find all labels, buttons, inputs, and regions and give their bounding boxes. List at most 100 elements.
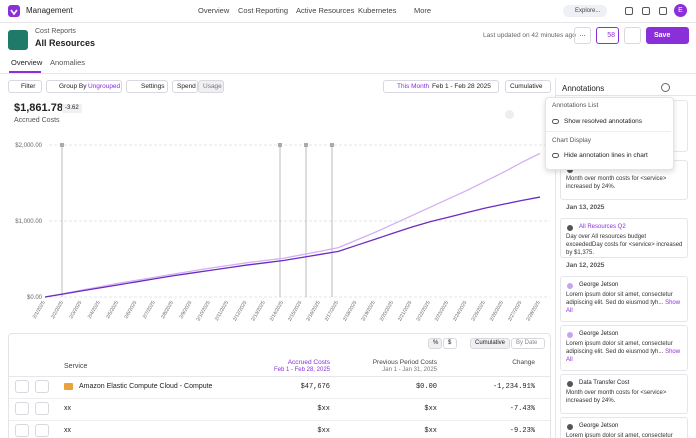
group-value[interactable]: Ungrouped — [88, 83, 121, 90]
row-divider — [9, 398, 550, 399]
card-icon — [567, 424, 573, 430]
table-box — [8, 333, 551, 438]
tab[interactable]: Overview — [11, 58, 43, 67]
mode-btn[interactable]: Cumulative — [505, 80, 551, 93]
row-action[interactable] — [35, 380, 49, 393]
row-divider — [9, 376, 550, 377]
card-icon — [567, 283, 573, 289]
x-tick-label: 2/1/2025 — [32, 300, 47, 320]
unit-toggle[interactable]: % — [428, 338, 442, 349]
menu-item[interactable]: Hide annotation lines in chart — [564, 152, 648, 159]
col-header[interactable]: Change — [512, 359, 535, 366]
download-btn[interactable] — [624, 27, 641, 44]
chart-type-icon[interactable] — [521, 110, 530, 119]
card[interactable] — [560, 218, 688, 258]
menu-icon — [552, 119, 559, 124]
brand[interactable]: Management — [26, 6, 73, 15]
card-title: George Jetson — [579, 331, 619, 337]
col-header[interactable]: Service — [64, 363, 88, 370]
nav-link[interactable]: Cost Reporting — [238, 6, 289, 15]
nav-link[interactable]: Kubernetes — [358, 6, 397, 15]
gear-btn[interactable] — [661, 83, 670, 92]
card-menu[interactable] — [678, 223, 684, 230]
card-menu[interactable] — [678, 422, 684, 429]
nav-link[interactable]: Active Resources — [296, 6, 355, 15]
tabs-border — [0, 73, 696, 74]
card-body: Day over All resources budget exceededDa… — [566, 234, 683, 256]
filter-btn[interactable]: Filter — [8, 80, 42, 93]
x-tick-label: 2/23/2025 — [434, 300, 450, 322]
cell: $47,676 — [300, 383, 330, 391]
x-tick-label: 2/4/2025 — [87, 300, 102, 320]
x-tick-label: 2/3/2025 — [68, 300, 83, 320]
x-tick-label: 2/15/2025 — [287, 300, 303, 322]
view-toggle[interactable]: By Date — [511, 338, 545, 349]
settings-btn[interactable]: Settings — [126, 80, 168, 93]
row-action[interactable] — [15, 424, 29, 437]
chart-type-icon[interactable] — [489, 110, 498, 119]
x-tick-label: 2/12/2025 — [232, 300, 248, 322]
panel-title: Annotations — [562, 84, 605, 93]
x-tick-label: 2/2/2025 — [50, 300, 65, 320]
avatar[interactable]: E — [674, 4, 687, 17]
nav-icon[interactable] — [642, 7, 650, 15]
card[interactable] — [560, 325, 688, 371]
col-header[interactable]: Accrued Costs — [287, 359, 330, 366]
row-action[interactable] — [15, 380, 29, 393]
more-btn[interactable]: ... — [574, 27, 591, 44]
breadcrumb[interactable]: Cost Reports — [35, 28, 76, 35]
menu-item[interactable]: Show resolved annotations — [564, 118, 643, 125]
card[interactable] — [560, 417, 688, 438]
card-icon — [567, 332, 573, 338]
logo[interactable] — [8, 5, 20, 17]
show-all-link[interactable]: Show All — [566, 300, 681, 314]
group-by-btn[interactable]: Group By — [46, 80, 122, 93]
cell: $xx — [317, 427, 330, 435]
cell: $xx — [424, 427, 437, 435]
nav-icon[interactable] — [625, 7, 633, 15]
card-menu[interactable] — [678, 165, 684, 172]
card-menu[interactable] — [678, 379, 684, 386]
x-tick-label: 2/18/2025 — [342, 300, 358, 322]
tab[interactable]: Anomalies — [50, 58, 86, 67]
spend-toggle[interactable]: Spend — [172, 80, 198, 93]
unit-toggle[interactable]: $ — [443, 338, 457, 349]
date-heading: Jan 12, 2025 — [566, 262, 605, 269]
save-btn[interactable]: Save — [646, 27, 689, 44]
range: Feb 1 - Feb 28 2025 — [432, 83, 491, 90]
nav-link[interactable]: More — [414, 6, 432, 15]
card[interactable] — [560, 374, 688, 414]
search-pill[interactable]: Explore... — [563, 5, 607, 17]
panel-divider — [555, 78, 556, 438]
tab-underline — [9, 71, 41, 73]
row-action[interactable] — [35, 424, 49, 437]
service-icon — [64, 383, 73, 390]
x-tick-label: 2/7/2025 — [142, 300, 157, 320]
col-header[interactable]: Previous Period Costs — [372, 359, 437, 366]
col-subheader: Feb 1 - Feb 28, 2025 — [273, 367, 330, 373]
card-menu[interactable] — [678, 281, 684, 288]
view-toggle[interactable]: Cumulative — [470, 338, 510, 349]
nav-link[interactable]: Overview — [198, 6, 230, 15]
nav-icon[interactable] — [659, 7, 667, 15]
card[interactable] — [560, 276, 688, 322]
row-action[interactable] — [15, 402, 29, 415]
chart-type-icon[interactable] — [505, 110, 514, 119]
row-action[interactable] — [35, 402, 49, 415]
col-subheader: Jan 1 - Jan 31, 2025 — [382, 367, 437, 373]
cell: $xx — [317, 405, 330, 413]
card-menu[interactable] — [678, 330, 684, 337]
x-tick-label: 2/27/2025 — [507, 300, 523, 322]
card-title: George Jetson — [579, 282, 619, 288]
comments-btn[interactable]: 58 — [596, 27, 619, 44]
annotation-marker — [60, 143, 64, 147]
usage-toggle[interactable]: Usage — [198, 80, 224, 93]
series-line — [44, 196, 541, 298]
x-tick-label: 2/24/2025 — [452, 300, 468, 322]
period-btn[interactable]: This Month — [383, 80, 499, 93]
change-badge: -3.62 — [62, 104, 82, 114]
y-tick-label: $1,000.00 — [15, 219, 42, 225]
show-all-link[interactable]: Show All — [566, 349, 681, 363]
page-title: All Resources — [35, 38, 96, 48]
